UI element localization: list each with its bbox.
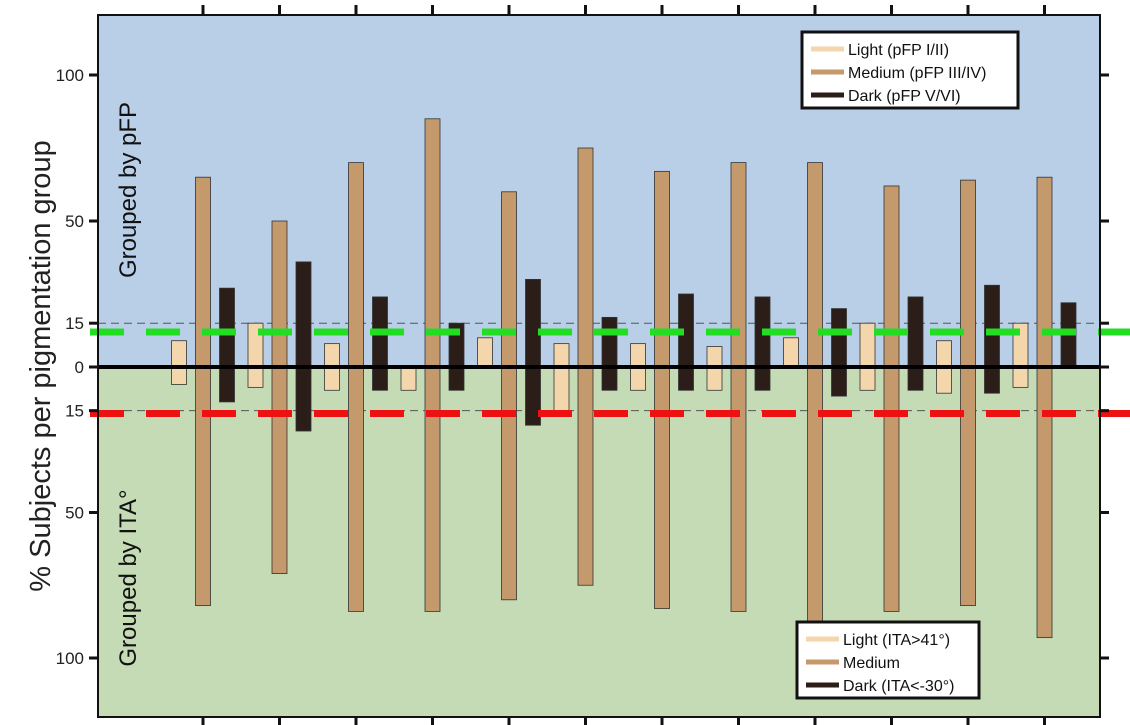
bar-bottom-medium	[195, 366, 211, 607]
bar-top-medium	[883, 185, 900, 368]
bar-top-dark	[295, 261, 312, 368]
bar-top-medium	[348, 162, 364, 368]
bar-bottom-dark	[448, 366, 465, 391]
bar-top-light	[783, 337, 799, 368]
bar-bottom-dark	[601, 366, 618, 391]
bar-top-medium	[501, 191, 517, 368]
y-tick-top-100-label: 100	[56, 66, 84, 85]
bar-bottom-dark	[678, 366, 694, 391]
bar-bottom-light	[630, 366, 646, 391]
bar-bottom-dark	[295, 366, 312, 432]
bar-group-1	[171, 176, 235, 607]
bar-bottom-medium	[960, 366, 976, 607]
bar-top-light	[553, 343, 570, 368]
region-label-bottom: Grouped by ITA°	[115, 489, 142, 666]
y-tick-bottom-100-label: 100	[56, 649, 84, 668]
bar-top-medium	[271, 220, 288, 368]
bar-bottom-light	[247, 366, 264, 388]
bar-bottom-dark	[754, 366, 771, 391]
bar-top-light	[171, 340, 187, 368]
bar-bottom-medium	[807, 366, 823, 624]
bar-top-dark	[219, 287, 235, 368]
bar-top-medium	[577, 147, 594, 368]
bar-bottom-medium	[883, 366, 900, 612]
bar-top-dark	[601, 316, 618, 368]
y-axis-label: % Subjects per pigmentation group	[25, 140, 57, 591]
y-tick-top-15-label: 15	[65, 314, 84, 333]
bar-top-light	[324, 343, 340, 368]
bar-group-4	[400, 118, 465, 612]
bar-top-medium	[960, 179, 976, 368]
x-ticks	[201, 5, 1046, 725]
bar-bottom-medium	[577, 366, 594, 586]
bar-bottom-light	[1012, 366, 1029, 388]
bar-group-12	[1012, 176, 1077, 639]
bar-bottom-medium	[501, 366, 517, 601]
bar-top-light	[859, 322, 876, 368]
bar-bottom-light	[171, 366, 187, 385]
bar-bottom-medium	[654, 366, 670, 609]
bar-bottom-light	[936, 366, 952, 394]
bar-bottom-light	[400, 366, 417, 391]
bar-bottom-light	[859, 366, 876, 391]
legend-entry-dark: Dark (pFP V/VI)	[848, 88, 961, 105]
bar-bottom-dark	[907, 366, 924, 391]
bar-group-9	[783, 162, 847, 624]
bar-top-dark	[984, 284, 1000, 368]
bar-top-light	[630, 343, 646, 368]
bar-top-light	[706, 346, 723, 368]
bar-top-dark	[907, 296, 924, 368]
bar-bottom-medium	[424, 366, 441, 612]
y-tick-bottom-50-label: 50	[65, 504, 84, 523]
bar-top-medium	[654, 170, 670, 368]
bar-group-11	[936, 179, 1000, 607]
bar-bottom-light	[324, 366, 340, 391]
legend-bottom: Light (ITA>41°) Medium Dark (ITA<-30°)	[795, 620, 981, 700]
legend-entry-dark: Dark (ITA<-30°)	[843, 678, 954, 695]
bar-bottom-medium	[348, 366, 364, 612]
bar-bottom-dark	[219, 366, 235, 403]
bar-top-medium	[1036, 176, 1053, 368]
y-tick-bottom-15-label: 15	[65, 402, 84, 421]
bar-bottom-dark	[831, 366, 847, 397]
y-ticks: 15 50 100 15 50 100 0	[56, 66, 1109, 668]
bar-top-medium	[195, 176, 211, 368]
bar-top-dark	[525, 278, 541, 368]
legend-top: Light (pFP I/II) Medium (pFP III/IV) Dark …	[800, 30, 1020, 110]
y-tick-top-50-label: 50	[65, 212, 84, 231]
region-label-top: Grouped by pFP	[115, 102, 142, 278]
bar-top-light	[477, 337, 493, 368]
bar-top-medium	[730, 162, 747, 368]
legend-entry-medium: Medium	[843, 655, 900, 672]
bar-top-dark	[831, 308, 847, 368]
legend-entry-light: Light (pFP I/II)	[848, 42, 949, 59]
bar-bottom-light	[706, 366, 723, 391]
bars	[171, 118, 1077, 639]
y-tick-zero-label: 0	[75, 358, 84, 377]
bar-top-light	[936, 340, 952, 368]
bar-bottom-medium	[1036, 366, 1053, 639]
threshold-lines	[90, 328, 1130, 418]
bar-bottom-dark	[372, 366, 388, 391]
legend-entry-light: Light (ITA>41°)	[843, 632, 950, 649]
bar-group-5	[477, 191, 541, 601]
bar-group-6	[553, 147, 618, 586]
bar-bottom-medium	[730, 366, 747, 612]
bar-bottom-light	[553, 366, 570, 412]
bar-bottom-dark	[984, 366, 1000, 394]
legend-entry-medium: Medium (pFP III/IV)	[848, 65, 986, 82]
bar-top-medium	[807, 162, 823, 368]
bar-group-8	[706, 162, 771, 612]
bar-bottom-medium	[271, 366, 288, 575]
